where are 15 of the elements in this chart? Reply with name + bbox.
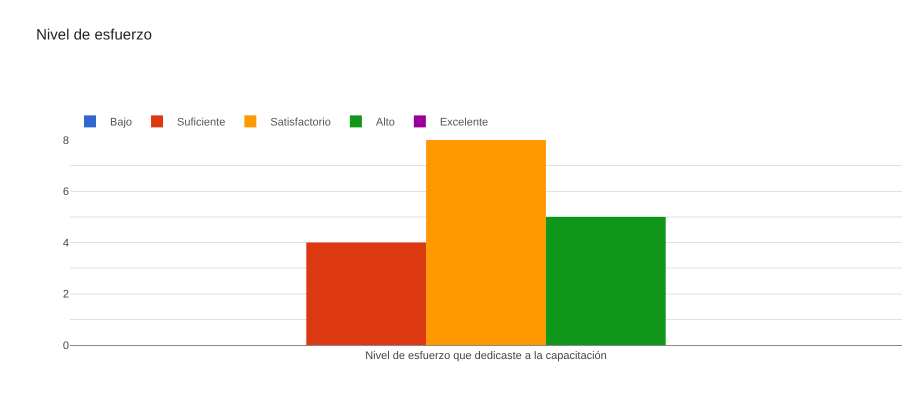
legend-label: Excelente <box>440 116 488 129</box>
x-tick-label: Nivel de esfuerzo que dedicaste a la capacitación <box>365 350 607 362</box>
y-tick-label: 8 <box>62 134 69 147</box>
legend-label: Suficiente <box>177 116 226 129</box>
bar <box>426 140 546 345</box>
legend-label: Alto <box>376 116 395 129</box>
chart-title: Nivel de esfuerzo <box>36 26 152 44</box>
bar <box>546 216 666 345</box>
y-tick-label: 6 <box>62 186 69 198</box>
y-tick-label: 0 <box>62 340 69 352</box>
bar <box>306 242 426 345</box>
y-tick-label: 2 <box>62 288 69 301</box>
y-tick-label: 4 <box>62 237 69 250</box>
legend-label: Satisfactorio <box>270 116 331 129</box>
legend-label: Bajo <box>110 116 132 129</box>
